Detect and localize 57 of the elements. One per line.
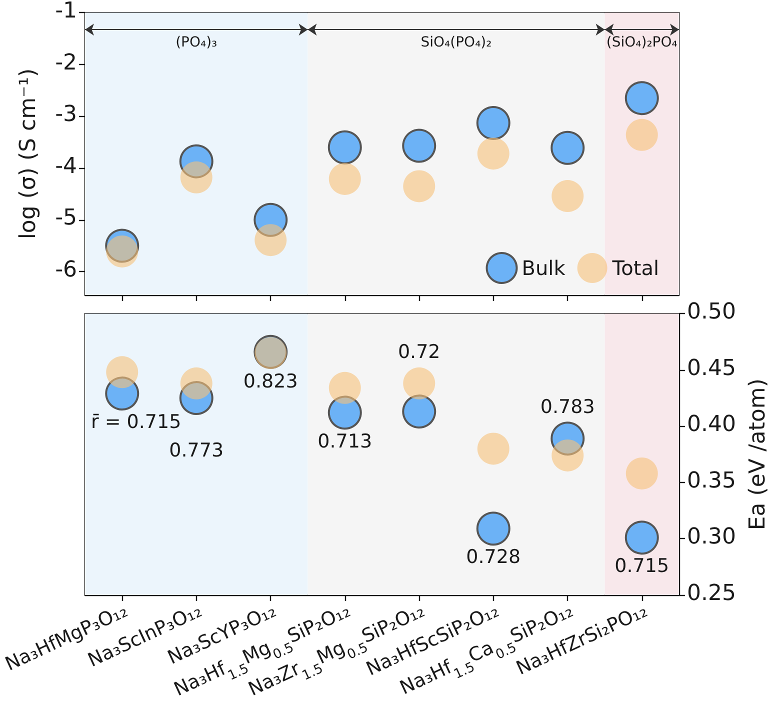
- point: [106, 235, 138, 268]
- band-label: SiO₄(PO₄)₂: [420, 34, 492, 51]
- point: [403, 170, 436, 202]
- point: [179, 381, 214, 416]
- point: [477, 432, 510, 465]
- point: [254, 202, 288, 237]
- point: [328, 130, 362, 164]
- legend-label: Total: [611, 256, 660, 280]
- y-tick-label: 0.50: [687, 300, 736, 324]
- legend-label: Bulk: [522, 256, 566, 280]
- point: [328, 396, 362, 430]
- point: [105, 228, 140, 263]
- point: [552, 180, 584, 212]
- annotation: 0.823: [243, 370, 298, 393]
- point: [552, 439, 584, 472]
- y-tick-label: 0.25: [687, 580, 736, 606]
- point: [180, 367, 212, 400]
- point: [106, 356, 138, 388]
- y-tick-label: -2: [55, 50, 77, 76]
- y-tick-label: -6: [55, 258, 77, 283]
- point: [476, 106, 510, 140]
- annotation: r̄ = 0.715: [90, 411, 182, 434]
- y-tick-label: 0.30: [687, 524, 736, 550]
- annotation: 0.715: [614, 555, 670, 578]
- point: [477, 138, 510, 170]
- point: [624, 81, 659, 116]
- point: [254, 224, 287, 256]
- y-tick-label: -1: [55, 0, 77, 24]
- point: [626, 118, 658, 151]
- point: [403, 367, 436, 400]
- y-axis-title: log (σ) (S cm⁻¹): [16, 68, 42, 240]
- point: [550, 422, 585, 456]
- y-tick-label: 0.45: [687, 356, 736, 381]
- point: [179, 144, 214, 178]
- band-label: (SiO₄)₂PO₄: [606, 34, 678, 51]
- point: [402, 128, 436, 163]
- y-tick-label: -4: [55, 154, 77, 179]
- point: [105, 376, 140, 411]
- y-tick-label: -5: [55, 206, 77, 231]
- point: [550, 130, 585, 165]
- annotation: 0.773: [169, 440, 224, 462]
- annotation: 0.783: [540, 396, 595, 418]
- point: [626, 457, 658, 490]
- annotation: 0.728: [466, 546, 521, 568]
- y-tick-label: 0.40: [687, 412, 736, 438]
- point: [328, 372, 361, 404]
- annotation: 0.72: [398, 341, 440, 363]
- point: [180, 161, 212, 194]
- y-tick-label: 0.35: [687, 468, 736, 494]
- y-tick-label: -3: [55, 102, 77, 128]
- y-axis-title: Ea (eV /atom): [745, 378, 770, 530]
- point: [328, 162, 361, 195]
- annotation: 0.713: [318, 430, 372, 452]
- point: [476, 512, 510, 546]
- point: [402, 394, 436, 429]
- point: [624, 520, 659, 555]
- band-label: (PO₄)₃: [176, 34, 218, 51]
